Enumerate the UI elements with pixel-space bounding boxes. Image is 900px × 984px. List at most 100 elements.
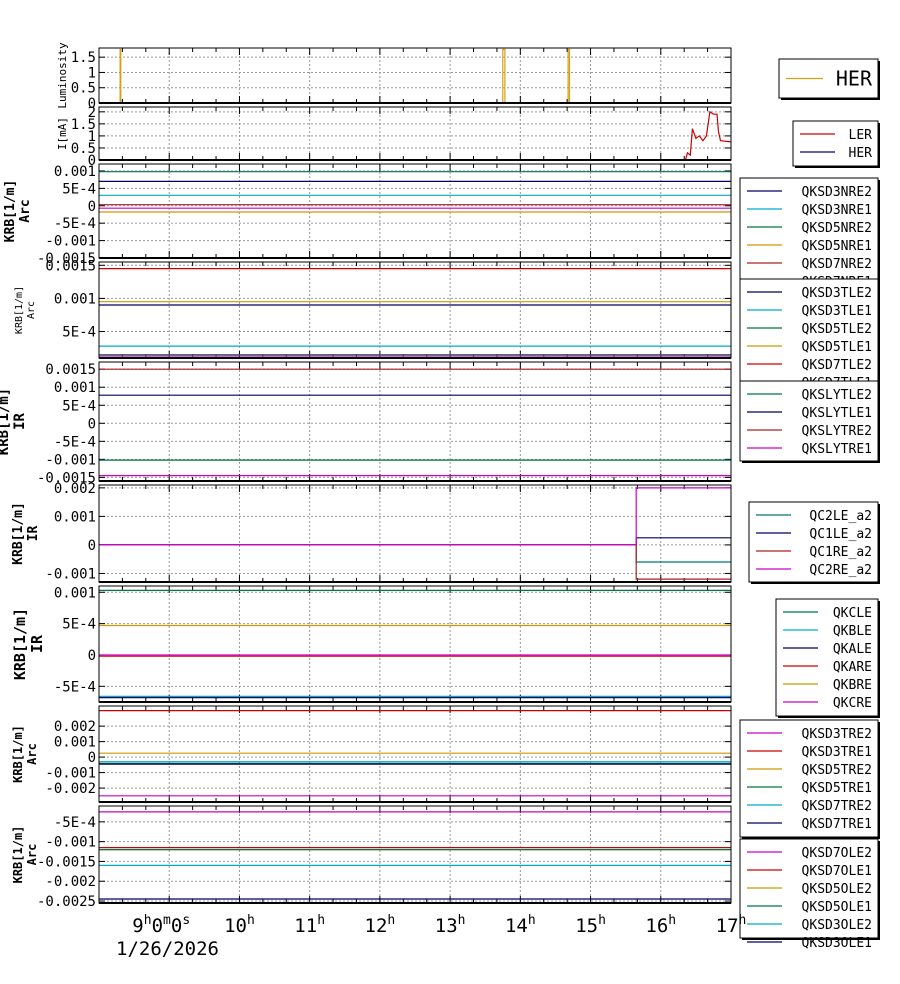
- legend-entry: QKSD5OLE2: [802, 882, 872, 897]
- x-tick-label: 17h: [716, 913, 747, 937]
- y-axis-label: KRB[1/m] Arc: [3, 180, 33, 243]
- plot-area: [99, 164, 731, 258]
- plot-area: [99, 48, 731, 103]
- y-tick-label: 0.002: [54, 481, 96, 497]
- y-axis-label-text: KRB[1/m]: [11, 608, 29, 680]
- y-tick-label: -0.001: [45, 766, 96, 782]
- y-tick-label: 0: [88, 416, 96, 432]
- legend: QC2LE_a2 QC1LE_a2 QC1RE_a2 QC2RE_a2: [748, 501, 880, 584]
- y-axis-label-text: Arc: [18, 199, 33, 222]
- legend-entry: QC1LE_a2: [809, 527, 872, 542]
- x-tick-label: 13h: [435, 913, 466, 937]
- y-axis-label: KRB[1/m] Arc: [11, 725, 39, 783]
- y-axis-label-text: IR: [12, 413, 28, 430]
- legend-entry: QKSD3OLE1: [802, 936, 872, 951]
- legend-entry: QKSD3TRE1: [802, 745, 872, 760]
- y-tick-label: -0.001: [45, 835, 96, 851]
- y-tick-label: 0.5: [71, 141, 96, 157]
- legend-box: [739, 719, 879, 838]
- legend: QKSD3NRE2 QKSD3NRE1 QKSD5NRE2 QKSD5NRE1 QKSD…: [739, 177, 880, 297]
- y-axis-label: KRB[1/m] IR: [11, 502, 41, 565]
- plot-area: [99, 262, 731, 358]
- y-tick-label: 0.5: [71, 81, 96, 97]
- plot-area: [99, 586, 731, 702]
- y-tick-label: 0: [88, 199, 96, 215]
- y-tick-label: 0.001: [54, 380, 96, 396]
- y-tick-label: 1: [88, 129, 96, 145]
- legend-entry: QKSD7TRE2: [802, 799, 872, 814]
- legend-box: [739, 177, 879, 296]
- legend-entry: QKSD5NRE1: [802, 239, 872, 254]
- y-tick-label: 0.001: [54, 164, 96, 180]
- legend-entry: QKSD7OLE2: [802, 846, 872, 861]
- legend-entry: QKSD5TRE2: [802, 763, 872, 778]
- y-tick-label: 0: [88, 750, 96, 766]
- legend-box: [775, 598, 879, 717]
- x-tick-label: 11h: [294, 913, 325, 937]
- legend-entry: QKSD7TLE2: [802, 358, 872, 373]
- legend: HER: [778, 58, 880, 100]
- x-tick-label: 15h: [575, 913, 606, 937]
- y-tick-label: 5E-4: [62, 181, 96, 197]
- legend-entry: QKSD5TLE2: [802, 322, 872, 337]
- legend-entry: QC1RE_a2: [809, 545, 872, 560]
- panel-9: -0.0025 -0.002 -0.0015 -0.001 -5E-4 KRB[1/m] A…: [11, 805, 880, 951]
- legend-entry: QKCLE: [833, 606, 872, 621]
- legend-entry: QKSD3OLE2: [802, 918, 872, 933]
- legend-box: [739, 278, 879, 398]
- legend-entry: LER: [849, 128, 873, 143]
- y-tick-label: -5E-4: [54, 815, 96, 831]
- y-tick-label: -0.001: [45, 566, 96, 582]
- legend-box: [792, 120, 879, 167]
- legend-entry: QKSLYTRE2: [802, 424, 872, 439]
- y-axis-label-text: Arc: [25, 844, 39, 866]
- x-tick-label: 12h: [365, 913, 396, 937]
- legend-entry: QKBRE: [833, 678, 872, 693]
- y-axis-label-text: Arc: [26, 301, 37, 319]
- legend: QKCLE QKBLE QKALE QKARE QKBRE QKCRE: [775, 598, 880, 718]
- y-tick-label: 2: [88, 105, 96, 121]
- panel-3: -0.0015-0.001 -5E-40 5E-40.001 KRB[1/m] Arc Q…: [3, 163, 880, 297]
- panel-4: 5E-4 0.001 0.0015 KRB[1/m] Arc QKSD3TLE2 QKSD3…: [14, 258, 880, 399]
- y-axis-label: KRB[1/m] Arc: [14, 286, 37, 334]
- panel-7: -5E-4 0 5E-4 0.001 KRB[1/m] IR QKCLE QKBLE QKALE…: [11, 585, 880, 718]
- y-axis-label-text: IR: [26, 526, 41, 542]
- legend-entry: QKSD3TLE2: [802, 286, 872, 301]
- legend-entry: QKSD5OLE1: [802, 900, 872, 915]
- y-axis-label-text: IR: [28, 634, 46, 653]
- legend-entry: QKSD3TLE1: [802, 304, 872, 319]
- legend-entry: HER: [836, 67, 873, 91]
- y-tick-label: -0.0015: [37, 854, 96, 870]
- legend-entry: QKSD7NRE2: [802, 257, 872, 272]
- legend-entry: QKSD3NRE1: [802, 203, 872, 218]
- y-axis-label: KRB[1/m] Arc: [11, 826, 39, 884]
- legend: QKSLYTLE2 QKSLYTLE1 QKSLYTRE2 QKSLYTRE1: [739, 380, 880, 463]
- series-line-her: [119, 48, 731, 103]
- panel-2: 00.511.52 I[mA] LER HER: [56, 105, 880, 169]
- y-axis-label-text: KRB[1/m]: [14, 286, 25, 334]
- y-tick-label: -5E-4: [54, 679, 96, 695]
- legend-entry: QKSLYTLE2: [802, 388, 872, 403]
- x-tick-label: 10h: [224, 913, 255, 937]
- y-tick-label: -0.001: [45, 234, 96, 250]
- y-axis-label: KRB[1/m] IR: [0, 388, 28, 455]
- y-axis-label-text: KRB[1/m]: [3, 180, 18, 243]
- y-tick-label: -0.002: [45, 874, 96, 890]
- legend-entry: QKBLE: [833, 624, 872, 639]
- y-tick-label: 0.001: [54, 585, 96, 601]
- y-tick-label: 0: [88, 648, 96, 664]
- x-tick-label: 14h: [505, 913, 536, 937]
- legend-entry: QKSD5TLE1: [802, 340, 872, 355]
- y-axis-label-text: KRB[1/m]: [11, 725, 25, 783]
- legend-entry: QC2RE_a2: [809, 563, 872, 578]
- legend-entry: QC2LE_a2: [809, 509, 872, 524]
- y-tick-label: 0.001: [54, 735, 96, 751]
- legend: LER HER: [792, 120, 880, 168]
- y-tick-label: -5E-4: [54, 216, 96, 232]
- legend-entry: QKALE: [833, 642, 872, 657]
- legend-entry: QKCRE: [833, 696, 872, 711]
- y-tick-label: -0.0015: [37, 251, 96, 267]
- y-tick-label: 0.002: [54, 719, 96, 735]
- legend-entry: QKSLYTLE1: [802, 406, 872, 421]
